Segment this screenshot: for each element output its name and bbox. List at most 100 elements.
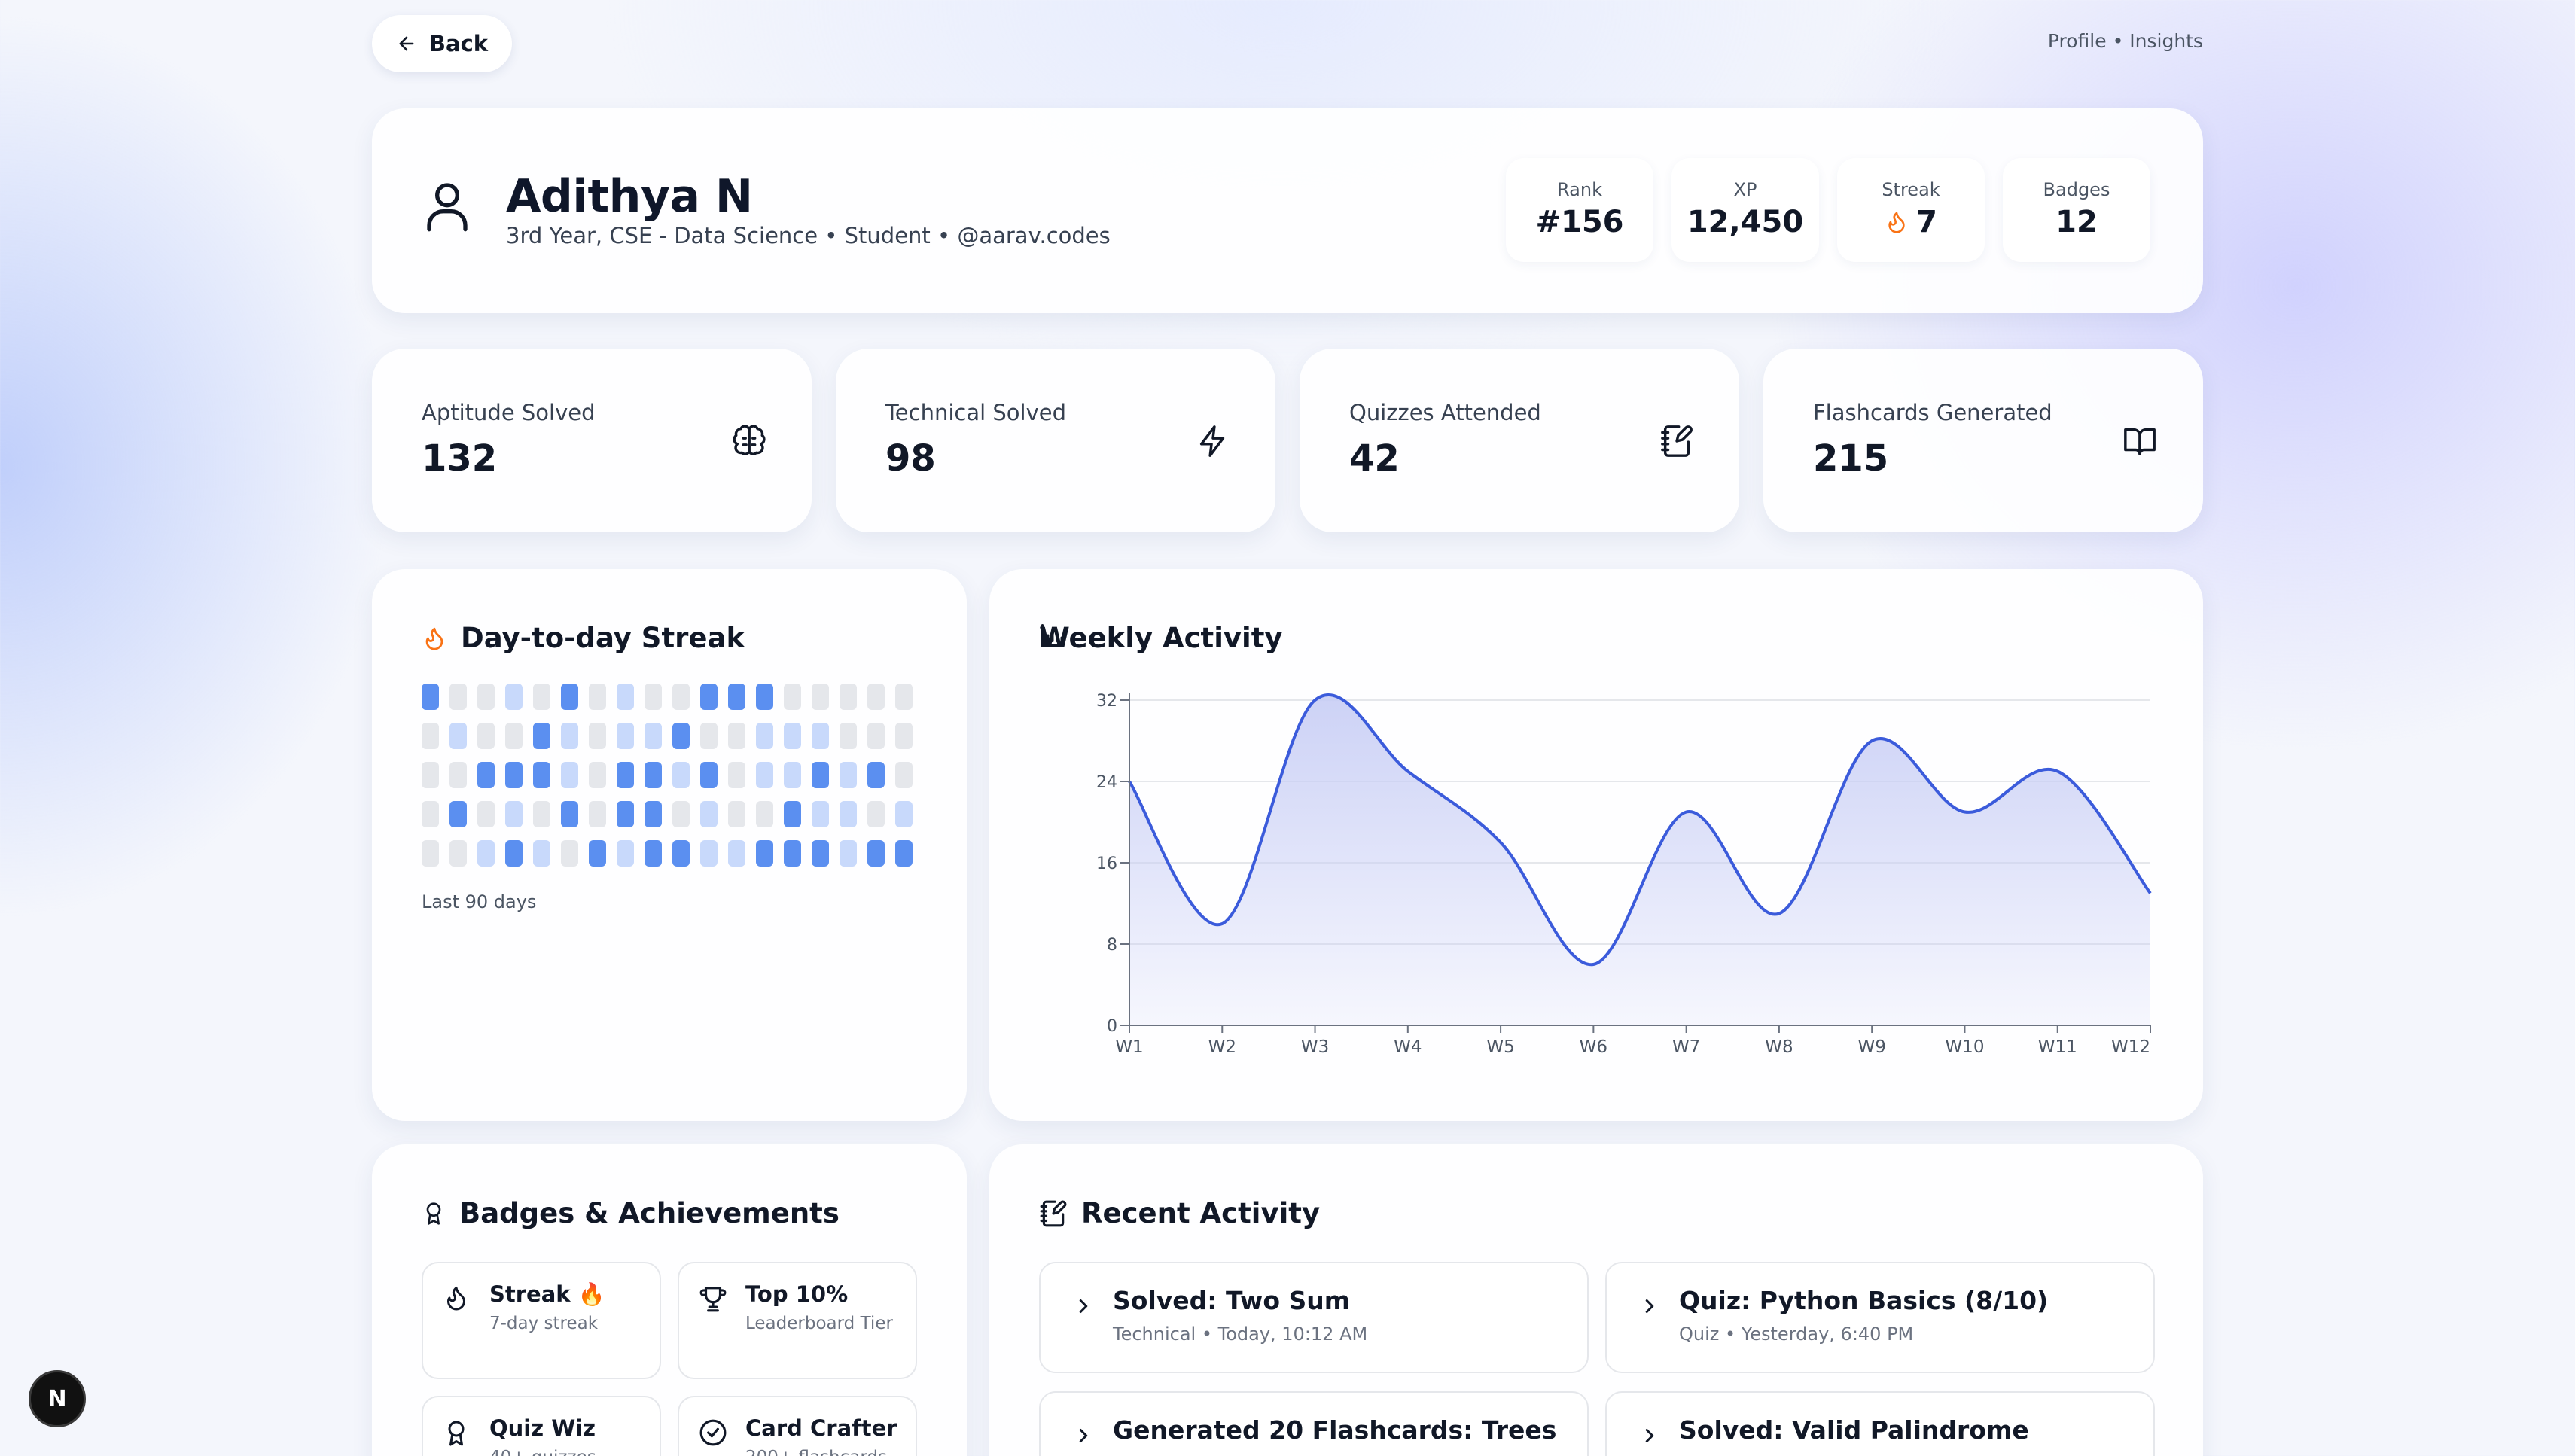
streak-day-cell: [812, 762, 829, 788]
activity-meta: Quiz • Yesterday, 6:40 PM: [1679, 1323, 1914, 1345]
streak-day-cell: [589, 684, 606, 710]
badge-streak[interactable]: Streak 🔥 7-day streak: [422, 1262, 661, 1379]
streak-day-cell: [700, 762, 718, 788]
activity-item[interactable]: Solved: Valid Palindrome: [1605, 1391, 2155, 1456]
streak-day-cell: [756, 684, 773, 710]
streak-day-cell: [449, 684, 467, 710]
streak-day-cell: [617, 801, 634, 827]
streak-day-cell: [477, 684, 495, 710]
badge-title: Quiz Wiz: [489, 1415, 596, 1441]
stat-label: Badges: [2043, 179, 2110, 200]
recent-title: Recent Activity: [1081, 1197, 1321, 1229]
stat-label: Streak: [1882, 179, 1940, 200]
streak-day-cell: [449, 762, 467, 788]
streak-day-cell: [477, 801, 495, 827]
x-tick-label: W7: [1672, 1037, 1700, 1057]
badge-top-10[interactable]: Top 10% Leaderboard Tier: [678, 1262, 917, 1379]
streak-day-cell: [700, 840, 718, 867]
streak-day-cell: [561, 801, 578, 827]
activity-meta: Technical • Today, 10:12 AM: [1113, 1323, 1368, 1345]
streak-day-cell: [422, 840, 439, 867]
streak-day-cell: [533, 723, 550, 749]
streak-day-cell: [867, 801, 885, 827]
stat-value: #156: [1535, 205, 1624, 239]
metric-label: Quizzes Attended: [1349, 400, 1541, 425]
streak-day-cell: [784, 762, 801, 788]
metric-value: 215: [1813, 437, 1889, 480]
streak-day-cell: [840, 684, 857, 710]
streak-day-cell: [672, 840, 690, 867]
streak-day-cell: [895, 762, 913, 788]
flame-icon: [447, 1287, 465, 1311]
streak-day-cell: [812, 801, 829, 827]
breadcrumb: Profile • Insights: [2047, 30, 2203, 52]
streak-day-cell: [617, 723, 634, 749]
streak-day-cell: [449, 723, 467, 749]
streak-day-cell: [422, 684, 439, 710]
streak-day-cell: [672, 684, 690, 710]
streak-panel: Day-to-day Streak Last 90 days: [372, 569, 967, 1121]
badge-title: Card Crafter: [745, 1415, 897, 1441]
badges-panel: Badges & Achievements Streak 🔥 7-day str…: [372, 1144, 967, 1456]
stat-xp: XP 12,450: [1671, 158, 1819, 262]
badge-card-crafter[interactable]: Card Crafter 200+ flashcards: [678, 1396, 917, 1456]
badge-quiz-wiz[interactable]: Quiz Wiz 40+ quizzes: [422, 1396, 661, 1456]
streak-day-cell: [561, 762, 578, 788]
streak-day-cell: [672, 801, 690, 827]
chevron-right-icon: [1645, 1299, 1654, 1313]
x-tick-label: W2: [1208, 1037, 1236, 1057]
streak-day-cell: [756, 762, 773, 788]
activity-item[interactable]: Solved: Two Sum Technical • Today, 10:12…: [1039, 1262, 1589, 1373]
y-tick-label: 24: [1096, 773, 1117, 792]
brain-icon: [733, 425, 766, 455]
check-circle-icon: [699, 1419, 727, 1446]
x-tick-label: W5: [1486, 1037, 1514, 1057]
metric-card-quizzes: Quizzes Attended 42: [1300, 349, 1739, 532]
stat-value: 12,450: [1687, 205, 1804, 239]
streak-day-cell: [422, 723, 439, 749]
streak-day-cell: [645, 840, 662, 867]
streak-day-cell: [617, 684, 634, 710]
streak-day-cell: [867, 840, 885, 867]
streak-day-cell: [645, 684, 662, 710]
streak-day-cell: [589, 801, 606, 827]
streak-day-cell: [895, 684, 913, 710]
streak-day-cell: [477, 762, 495, 788]
streak-day-cell: [700, 684, 718, 710]
streak-day-cell: [561, 684, 578, 710]
streak-day-cell: [561, 723, 578, 749]
activity-title: Solved: Valid Palindrome: [1679, 1415, 2029, 1445]
streak-day-cell: [812, 723, 829, 749]
activity-item[interactable]: Quiz: Python Basics (8/10) Quiz • Yester…: [1605, 1262, 2155, 1373]
profile-subtitle: 3rd Year, CSE - Data Science • Student •…: [506, 223, 1111, 248]
streak-day-cell: [589, 723, 606, 749]
x-tick-label: W8: [1765, 1037, 1793, 1057]
streak-day-cell: [505, 762, 523, 788]
streak-day-cell: [449, 801, 467, 827]
dev-tools-badge[interactable]: N: [29, 1370, 86, 1427]
streak-day-cell: [505, 723, 523, 749]
notebook-pen-icon: [1040, 1200, 1067, 1226]
metric-label: Aptitude Solved: [422, 400, 596, 425]
stat-rank: Rank #156: [1506, 158, 1653, 262]
flame-icon: [1888, 212, 1905, 233]
chevron-right-icon: [1079, 1429, 1088, 1442]
streak-day-cell: [728, 684, 745, 710]
metric-card-aptitude: Aptitude Solved 132: [372, 349, 812, 532]
streak-day-cell: [533, 840, 550, 867]
streak-day-cell: [672, 723, 690, 749]
badge-desc: 200+ flashcards: [745, 1445, 896, 1456]
streak-day-cell: [895, 801, 913, 827]
activity-title: Quiz: Python Basics (8/10): [1679, 1286, 2049, 1315]
weekly-activity-chart: 0 8 16 24 32 W1 W2 W3 W4 W5 W6 W7 W8 W9 W10 W11 W12: [1096, 692, 2152, 1057]
back-button[interactable]: Back: [372, 15, 512, 72]
stat-streak: Streak 7: [1837, 158, 1985, 262]
weekly-title: Weekly Activity: [1039, 622, 1283, 654]
streak-day-cell: [728, 801, 745, 827]
streak-day-cell: [728, 723, 745, 749]
activity-item[interactable]: Generated 20 Flashcards: Trees: [1039, 1391, 1589, 1456]
y-tick-label: 32: [1096, 692, 1117, 711]
streak-day-cell: [840, 723, 857, 749]
metric-value: 98: [885, 437, 936, 480]
badges-title: Badges & Achievements: [459, 1197, 840, 1229]
